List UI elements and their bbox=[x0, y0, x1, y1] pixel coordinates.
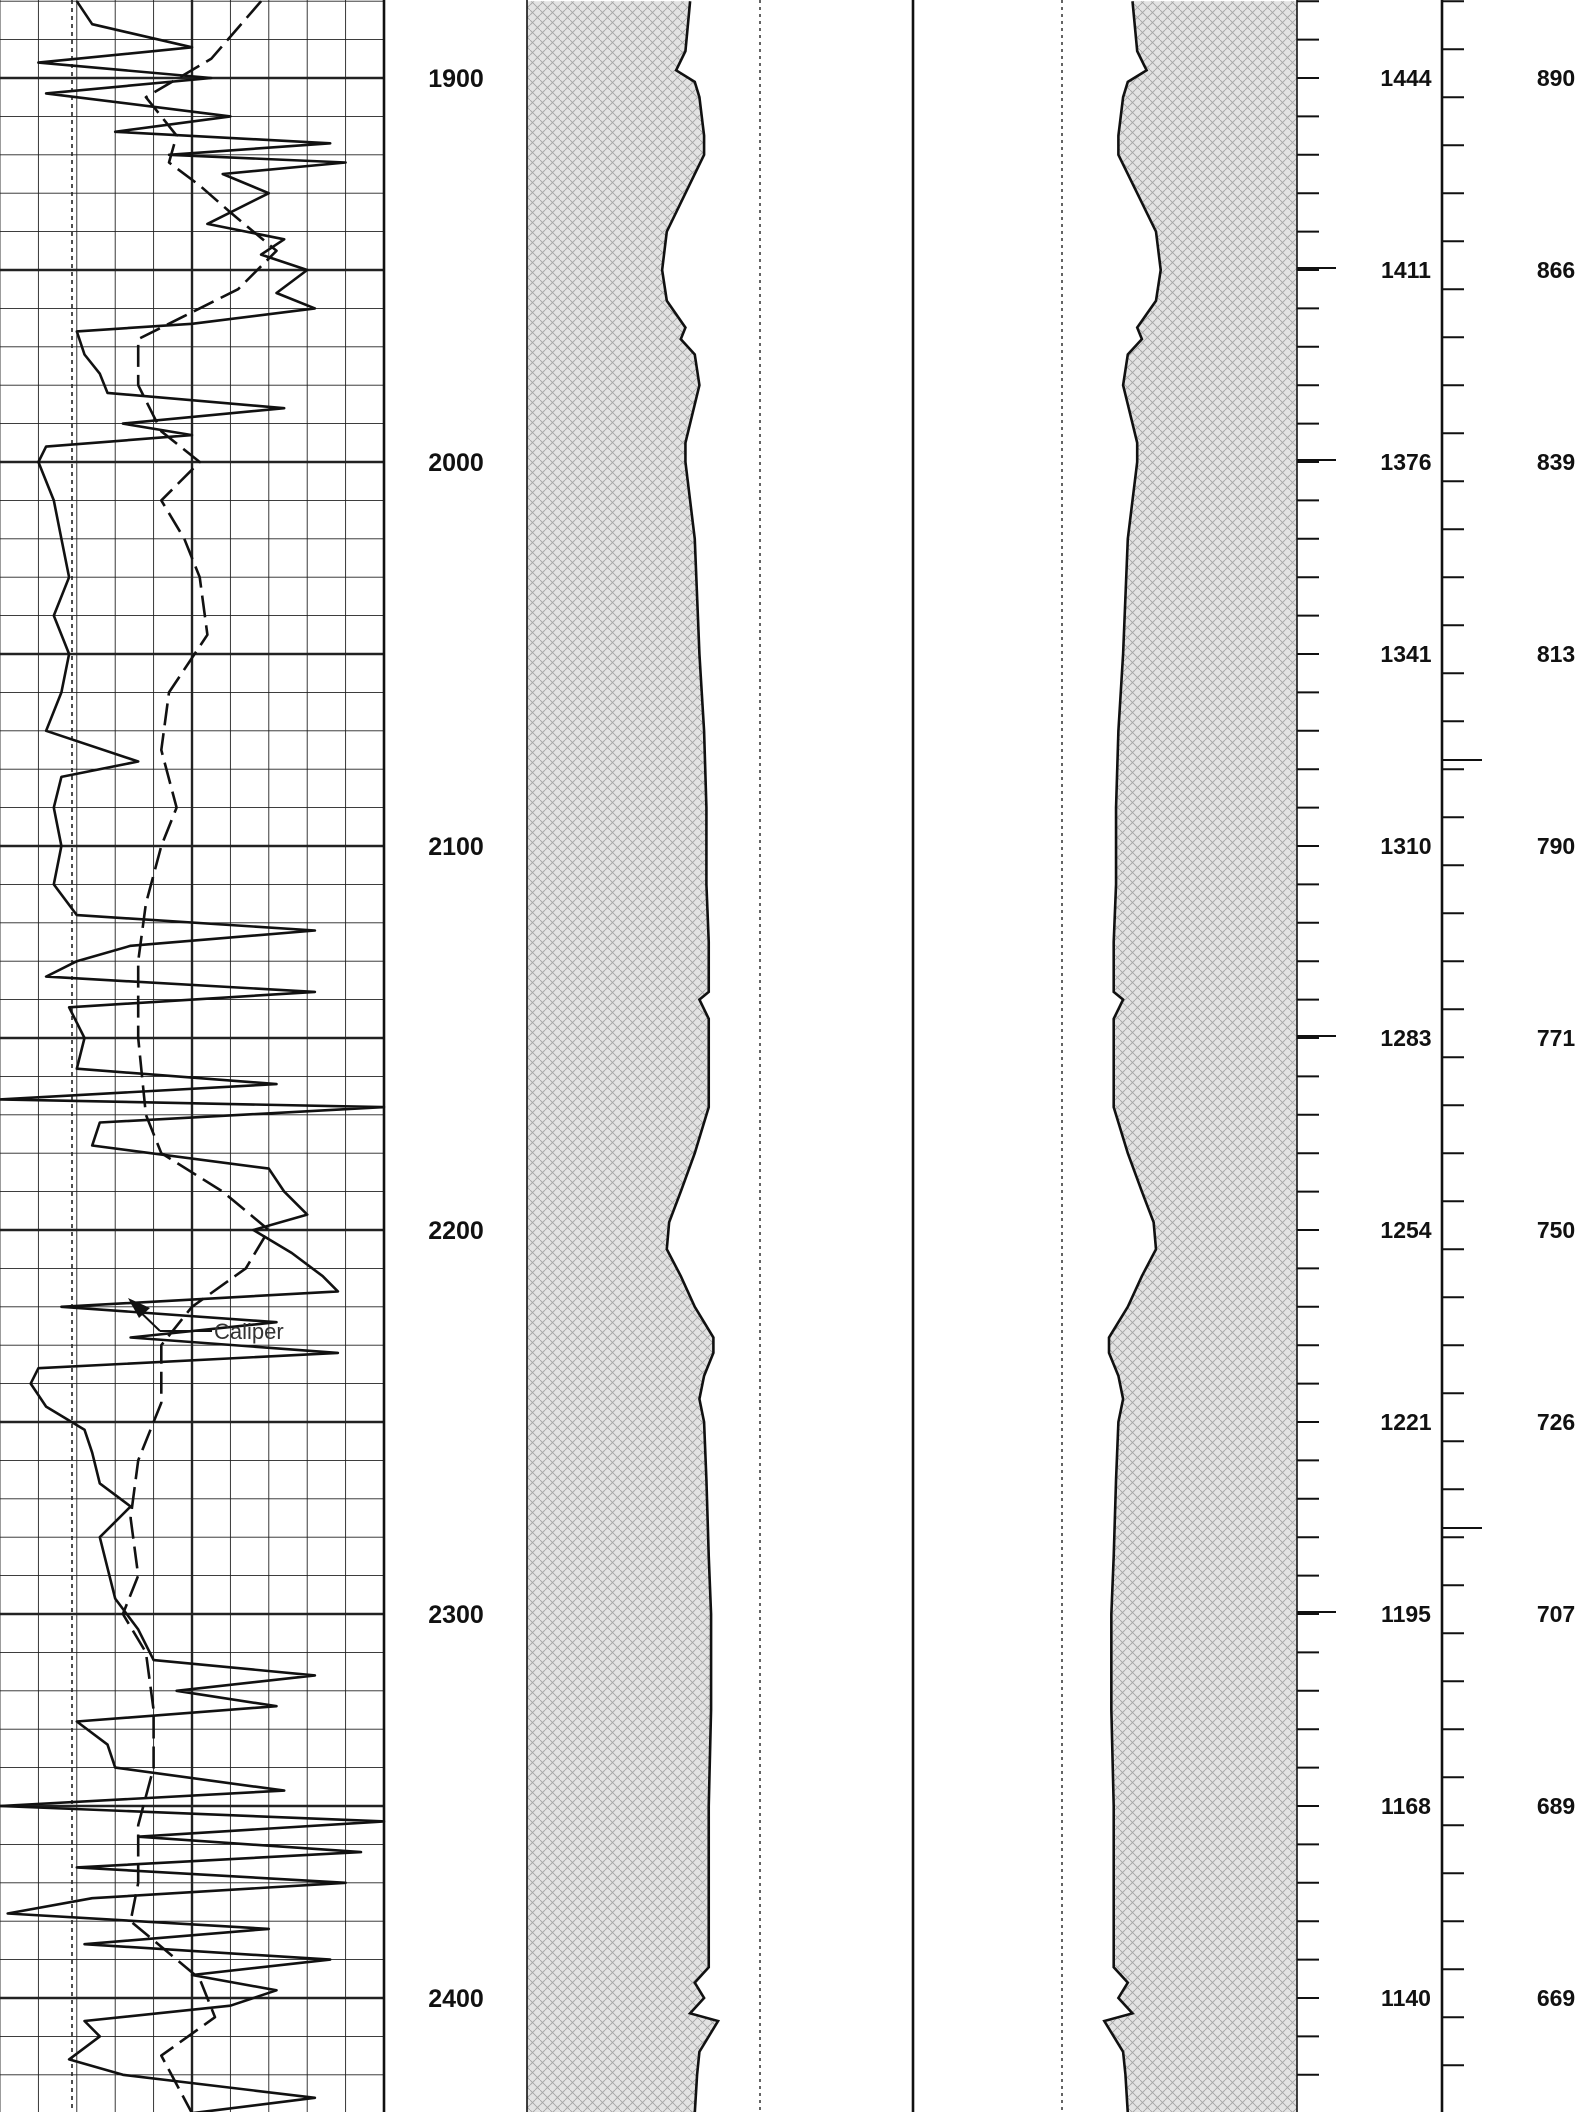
curve-caliper bbox=[121, 0, 278, 2112]
right-scale-2: 890 866 839 813 790 771 750 726 707 689 669 bbox=[1440, 0, 1576, 2112]
depth-label: 1900 bbox=[428, 65, 484, 93]
scale-1-label: 1444 bbox=[1380, 65, 1431, 91]
scale-2-label: 790 bbox=[1537, 833, 1575, 859]
scale-2-label: 890 bbox=[1537, 65, 1575, 91]
depth-label: 2300 bbox=[428, 1601, 484, 1629]
scale-1-label: 1168 bbox=[1381, 1793, 1431, 1819]
scale-1-label: 1411 bbox=[1381, 257, 1431, 283]
scale-1-label: 1376 bbox=[1380, 449, 1431, 475]
track-3-fill bbox=[1061, 0, 1298, 2112]
scale-2-label: 750 bbox=[1537, 1217, 1575, 1243]
scale-1-label: 1195 bbox=[1381, 1601, 1431, 1627]
curve-solid bbox=[0, 0, 386, 2112]
scale-2-label: 726 bbox=[1537, 1409, 1575, 1435]
depth-label: 2000 bbox=[428, 449, 484, 477]
scale-1-label: 1140 bbox=[1381, 1985, 1431, 2011]
scale-2-label: 813 bbox=[1537, 641, 1575, 667]
fill-boundary-curve bbox=[1102, 1, 1163, 2112]
scale-2-label: 866 bbox=[1537, 257, 1575, 283]
scale-2-label: 707 bbox=[1537, 1601, 1575, 1627]
scale-1-label: 1341 bbox=[1380, 641, 1431, 667]
track-2-fill bbox=[526, 0, 915, 2112]
hatched-fill bbox=[527, 1, 719, 2112]
annotation-arrowhead bbox=[128, 1298, 150, 1318]
scale-1-label: 1283 bbox=[1380, 1025, 1431, 1051]
depth-label: 2200 bbox=[428, 1217, 484, 1245]
scale-2-label: 839 bbox=[1537, 449, 1575, 475]
scale-1-label: 1221 bbox=[1380, 1409, 1431, 1435]
depth-label: 2400 bbox=[428, 1985, 484, 2013]
fill-boundary-curve bbox=[660, 1, 721, 2112]
scale-2-label: 669 bbox=[1537, 1985, 1575, 2011]
scale-1-label: 1254 bbox=[1380, 1217, 1431, 1243]
depth-label: 2100 bbox=[428, 833, 484, 861]
annotation-label: Caliper bbox=[214, 1319, 284, 1344]
caliper-annotation: Caliper bbox=[128, 1298, 284, 1344]
scale-2-label: 771 bbox=[1537, 1025, 1576, 1051]
track-1-grid bbox=[0, 0, 386, 2112]
scale-1-label: 1310 bbox=[1380, 833, 1431, 859]
depth-track: 1900 2000 2100 2200 2300 2400 bbox=[428, 65, 484, 2013]
scale-2-label: 689 bbox=[1537, 1793, 1575, 1819]
hatched-fill bbox=[1104, 1, 1297, 2112]
right-scale-1: 1444 1411 1376 1341 1310 1283 1254 1221 1195 1168… bbox=[1297, 0, 1432, 2076]
track-1-curves bbox=[0, 0, 386, 2112]
